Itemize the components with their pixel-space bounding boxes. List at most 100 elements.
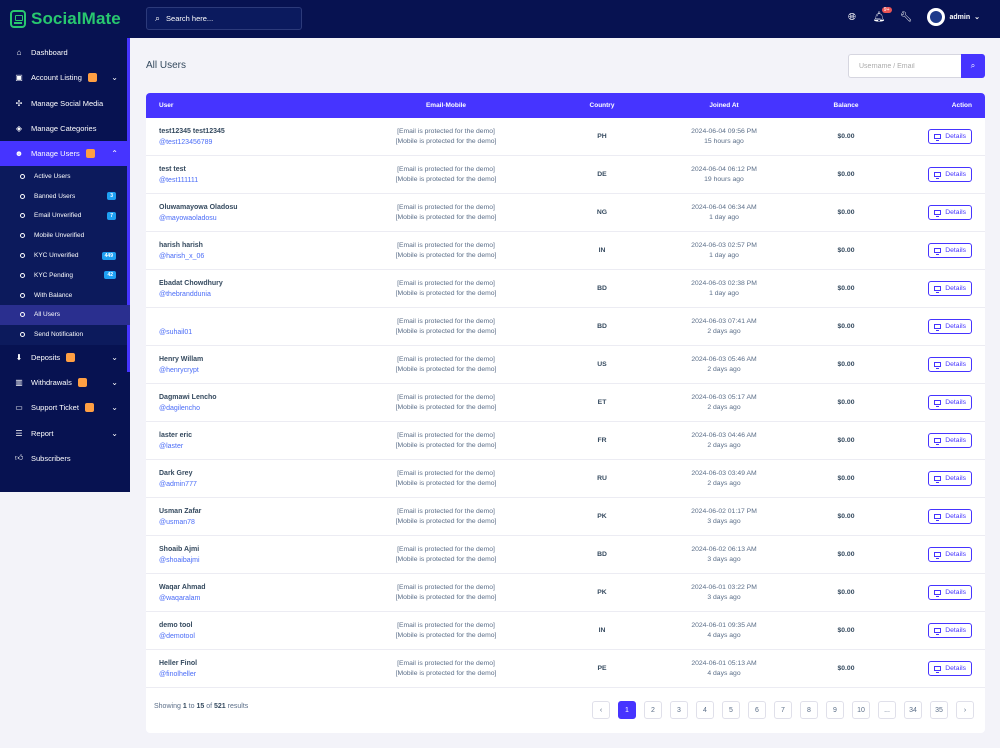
pagination-page[interactable]: ... [878, 701, 896, 719]
details-button[interactable]: Details [928, 205, 972, 220]
email-text: [Email is protected for the demo] [397, 659, 495, 667]
desktop-icon [934, 590, 942, 597]
sidebar-item-report[interactable]: ☰ Report ⌄ [0, 421, 130, 446]
sidebar-subitem-kyc-pending[interactable]: KYC Pending 42 [0, 265, 130, 285]
user-fullname: Shoaib Ajmi [159, 545, 200, 553]
sidebar-item-dashboard[interactable]: ⌂ Dashboard [0, 40, 130, 65]
user-handle-link[interactable]: @admin777 [159, 480, 197, 488]
user-handle-link[interactable]: @laster [159, 442, 184, 450]
pagination-page[interactable]: 1 [618, 701, 636, 719]
warning-badge [84, 403, 94, 413]
user-handle-link[interactable]: @dagilencho [159, 404, 200, 412]
details-button[interactable]: Details [928, 395, 972, 410]
user-handle-link[interactable]: @test111111 [159, 176, 199, 184]
pagination-page[interactable]: 5 [722, 701, 740, 719]
details-button[interactable]: Details [928, 129, 972, 144]
details-button[interactable]: Details [928, 357, 972, 372]
deposit-icon: ⬇ [15, 352, 23, 362]
user-handle-link[interactable]: @finolheller [159, 670, 197, 678]
globe-icon[interactable]: 🌐︎ [848, 11, 856, 23]
joined-cell: 2024-06-03 07:41 AM 2 days ago [648, 317, 800, 337]
sidebar-subitem-active-users[interactable]: Active Users [0, 166, 130, 186]
sidebar-item-account-listing[interactable]: ▣ Account Listing ⌄ [0, 65, 130, 90]
details-label: Details [945, 589, 966, 596]
mobile-text: [Mobile is protected for the demo] [395, 517, 497, 525]
balance-cell: $0.00 [837, 209, 855, 216]
user-handle-link[interactable]: @shoaibajmi [159, 556, 200, 564]
pagination-page[interactable]: 4 [696, 701, 714, 719]
user-handle-link[interactable]: @demotool [159, 632, 195, 640]
global-search[interactable]: ⌕ [146, 7, 302, 30]
wrench-icon[interactable]: 🔧︎ [899, 11, 913, 23]
sidebar-item-manage-categories[interactable]: ◈ Manage Categories [0, 116, 130, 141]
sidebar-item-withdrawals[interactable]: ▥ Withdrawals ⌄ [0, 370, 130, 395]
pagination-page[interactable]: 9 [826, 701, 844, 719]
pagination-page[interactable]: 35 [930, 701, 948, 719]
ticket-icon: ▭ [15, 403, 23, 413]
user-search-input[interactable] [848, 54, 961, 78]
sidebar-subitem-kyc-unverified[interactable]: KYC Unverified 449 [0, 246, 130, 266]
sidebar-item-manage-users[interactable]: ☻ Manage Users ⌃ [0, 141, 130, 167]
sidebar-scrollbar[interactable] [127, 38, 130, 372]
pagination-page[interactable]: 2 [644, 701, 662, 719]
pagination-next[interactable]: › [956, 701, 974, 719]
details-button[interactable]: Details [928, 585, 972, 600]
pagination-page[interactable]: 3 [670, 701, 688, 719]
details-button[interactable]: Details [928, 623, 972, 638]
user-handle-link[interactable]: @waqaralam [159, 594, 201, 602]
email-text: [Email is protected for the demo] [397, 355, 495, 363]
sidebar-subitem-email-unverified[interactable]: Email Unverified 7 [0, 206, 130, 226]
user-fullname: Waqar Ahmad [159, 583, 206, 591]
mobile-text: [Mobile is protected for the demo] [395, 327, 497, 335]
details-button[interactable]: Details [928, 509, 972, 524]
user-handle-link[interactable]: @usman78 [159, 518, 195, 526]
sidebar-subitem-all-users[interactable]: All Users [0, 305, 130, 325]
sidebar-item-deposits[interactable]: ⬇ Deposits ⌄ [0, 345, 130, 370]
table-row: demo tool @demotool [Email is protected fo… [146, 612, 985, 650]
email-text: [Email is protected for the demo] [397, 431, 495, 439]
sidebar-subitem-send-notification[interactable]: Send Notification [0, 325, 130, 345]
country-cell: NG [596, 209, 608, 216]
pagination-page[interactable]: 7 [774, 701, 792, 719]
user-handle-link[interactable]: @thebranddunia [159, 290, 211, 298]
sidebar-item-manage-social-media[interactable]: ✣ Manage Social Media [0, 91, 130, 116]
user-menu[interactable]: admin ⌄ [926, 8, 980, 26]
count-badge: 3 [107, 192, 116, 201]
sidebar-subitem-with-balance[interactable]: With Balance [0, 285, 130, 305]
sidebar-subitem-banned-users[interactable]: Banned Users 3 [0, 186, 130, 206]
joined-ago: 3 days ago [707, 555, 741, 563]
details-button[interactable]: Details [928, 281, 972, 296]
user-handle-link[interactable]: @henrycrypt [159, 366, 199, 374]
pagination-page[interactable]: 10 [852, 701, 870, 719]
user-handle-link[interactable]: @harish_x_06 [159, 252, 205, 260]
user-search-button[interactable]: ⌕ [961, 54, 985, 78]
pagination-prev[interactable]: ‹ [592, 701, 610, 719]
details-button[interactable]: Details [928, 167, 972, 182]
action-cell: Details [892, 471, 985, 486]
user-handle-link[interactable]: @suhail01 [159, 328, 193, 336]
pagination-page[interactable]: 8 [800, 701, 818, 719]
sidebar-subitem-mobile-unverified[interactable]: Mobile Unverified [0, 226, 130, 246]
details-button[interactable]: Details [928, 547, 972, 562]
sidebar-nav: ⌂ Dashboard ▣ Account Listing ⌄ ✣ Manage Socia… [0, 40, 130, 471]
user-handle-link[interactable]: @test123456789 [159, 138, 213, 146]
details-button[interactable]: Details [928, 433, 972, 448]
pagination-page[interactable]: 6 [748, 701, 766, 719]
topbar-actions: 🌐︎ 🔔︎ 9+ 🔧︎ admin ⌄ [846, 6, 980, 26]
details-button[interactable]: Details [928, 243, 972, 258]
pagination-page[interactable]: 34 [904, 701, 922, 719]
user-handle-link[interactable]: @mayowaoladosu [159, 214, 217, 222]
details-button[interactable]: Details [928, 319, 972, 334]
user-cell: Waqar Ahmad @waqaralam [146, 584, 336, 602]
sidebar-item-subscribers[interactable]: 👍︎ Subscribers [0, 446, 130, 471]
desktop-icon [934, 286, 942, 293]
joined-date: 2024-06-03 03:49 AM [691, 469, 757, 477]
joined-cell: 2024-06-02 06:13 AM 3 days ago [648, 545, 800, 565]
global-search-input[interactable] [166, 14, 287, 23]
details-button[interactable]: Details [928, 471, 972, 486]
sidebar-item-support-ticket[interactable]: ▭ Support Ticket ⌄ [0, 395, 130, 420]
bell-icon[interactable]: 🔔︎ 9+ [872, 6, 892, 23]
details-button[interactable]: Details [928, 661, 972, 676]
logo[interactable]: SocialMate [0, 0, 130, 38]
count-badge: 7 [107, 211, 116, 220]
